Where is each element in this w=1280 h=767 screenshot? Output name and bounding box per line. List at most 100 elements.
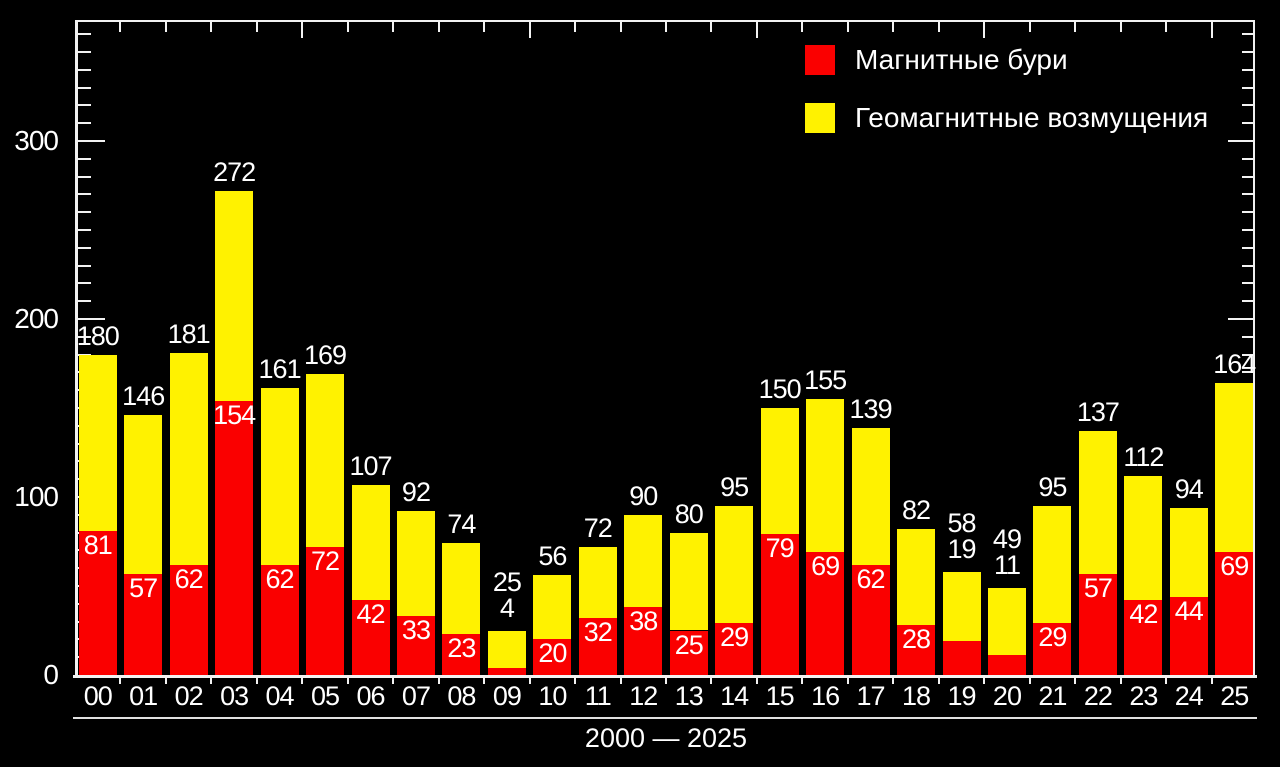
x-bottom-tick (1210, 675, 1213, 684)
bar-14-red-segment (715, 623, 754, 675)
y-minor-tick-left (78, 86, 91, 89)
bar-07-red-label: 33 (401, 615, 431, 646)
bar-18-red-segment (897, 625, 936, 675)
x-tick-label-12: 12 (629, 681, 658, 711)
x-top-tick (846, 22, 849, 32)
x-bottom-tick (1119, 675, 1122, 684)
bar-10-red-segment (533, 639, 572, 675)
bar-18-total-label: 82 (902, 495, 931, 526)
bar-21-red-segment (1033, 623, 1072, 675)
bar-20-red-segment (987, 655, 1026, 675)
y-minor-tick-left (78, 264, 91, 267)
bar-20-total-label: 49 (992, 523, 1022, 554)
bar-22-yellow-segment (1078, 431, 1117, 574)
x-bottom-tick (983, 675, 986, 684)
bar-23-yellow-segment (1124, 475, 1163, 601)
bar-01-red-label: 57 (129, 572, 158, 603)
x-bottom-tick (210, 675, 213, 684)
y-major-tick-right (1228, 140, 1255, 142)
x-tick-label-15: 15 (765, 681, 795, 711)
x-top-tick (255, 22, 258, 32)
bar-03-total-label: 272 (213, 156, 256, 187)
y-minor-tick-left (78, 51, 91, 53)
x-top-tick (892, 22, 895, 32)
bar-25-total-label: 164 (1213, 349, 1256, 380)
y-major-tick-right (1228, 318, 1255, 320)
y-major-tick-left (78, 318, 105, 320)
y-minor-tick-right (1242, 51, 1255, 53)
x-tick-label-09: 09 (492, 681, 522, 711)
bar-25-yellow-segment (1215, 383, 1254, 553)
y-minor-tick-right (1242, 300, 1255, 303)
bar-00-red-label: 81 (83, 529, 113, 560)
y-minor-tick-left (78, 211, 91, 214)
bar-08-total-label: 74 (447, 509, 476, 540)
bar-18-red-label: 28 (902, 624, 931, 655)
bar-11-red-segment (578, 618, 617, 675)
bar-02-red-label: 62 (174, 563, 204, 594)
x-bottom-tick (937, 675, 940, 684)
bar-07-total-label: 92 (401, 477, 431, 508)
y-minor-tick-left (78, 229, 91, 231)
x-tick-label-14: 14 (720, 681, 749, 711)
bar-02-yellow-segment (169, 352, 208, 565)
bar-01-total-label: 146 (122, 381, 165, 412)
x-top-tick (1165, 22, 1168, 32)
bar-08-red-label: 23 (447, 633, 476, 664)
bar-19-red-segment (942, 641, 981, 675)
bar-16-yellow-segment (806, 399, 845, 553)
x-bottom-tick (437, 675, 440, 684)
bar-12-yellow-segment (624, 514, 663, 608)
x-bottom-tick (1165, 675, 1168, 684)
bar-17-total-label: 139 (849, 393, 893, 424)
x-tick-label-20: 20 (992, 681, 1022, 711)
x-bottom-tick (119, 675, 122, 684)
bar-11-total-label: 72 (583, 512, 613, 543)
bar-15-total-label: 150 (758, 374, 802, 404)
bar-25-red-segment (1215, 552, 1254, 675)
x-top-tick (801, 22, 804, 32)
bar-03-red-label: 154 (213, 399, 256, 430)
bar-22-red-label: 57 (1083, 572, 1113, 603)
bar-13-yellow-segment (669, 532, 708, 631)
y-minor-tick-left (78, 335, 91, 338)
bar-06-total-label: 107 (349, 450, 392, 481)
x-bottom-tick (755, 675, 758, 684)
bar-11-yellow-segment (578, 546, 617, 619)
bar-10-total-label: 56 (538, 541, 567, 572)
x-bottom-tick (164, 675, 167, 684)
bar-04-red-segment (260, 564, 299, 675)
x-tick-label-07: 07 (401, 681, 431, 711)
y-minor-tick-right (1242, 335, 1255, 338)
bar-23-red-label: 42 (1129, 599, 1158, 630)
x-bottom-tick (892, 675, 895, 684)
bar-08-red-segment (442, 634, 481, 675)
y-minor-tick-left (78, 104, 91, 107)
x-top-tick (392, 22, 395, 32)
bar-16-red-label: 69 (811, 551, 840, 582)
y-tick-label: 100 (14, 481, 59, 512)
bar-05-total-label: 169 (304, 340, 347, 371)
bar-04-red-label: 62 (265, 563, 295, 594)
y-minor-tick-right (1242, 353, 1255, 356)
x-bottom-tick (528, 675, 531, 684)
bar-25-red-label: 69 (1220, 551, 1249, 582)
x-top-tick (983, 22, 986, 38)
y-minor-tick-right (1242, 122, 1255, 125)
y-minor-tick-right (1242, 193, 1255, 196)
x-tick-label-18: 18 (902, 681, 931, 711)
x-top-tick (619, 22, 622, 32)
bar-03-red-segment (215, 400, 254, 675)
bar-01-yellow-segment (124, 415, 163, 574)
y-minor-tick-left (78, 282, 91, 285)
x-bottom-tick (1028, 675, 1031, 684)
x-bottom-tick (846, 675, 849, 684)
y-minor-tick-left (78, 68, 91, 71)
x-top-tick (119, 22, 122, 32)
bar-05-yellow-segment (306, 374, 345, 547)
yellow-swatch-icon (805, 103, 835, 133)
x-top-tick (1074, 22, 1077, 32)
bar-05-red-label: 72 (311, 545, 340, 576)
x-tick-label-23: 23 (1129, 681, 1158, 711)
